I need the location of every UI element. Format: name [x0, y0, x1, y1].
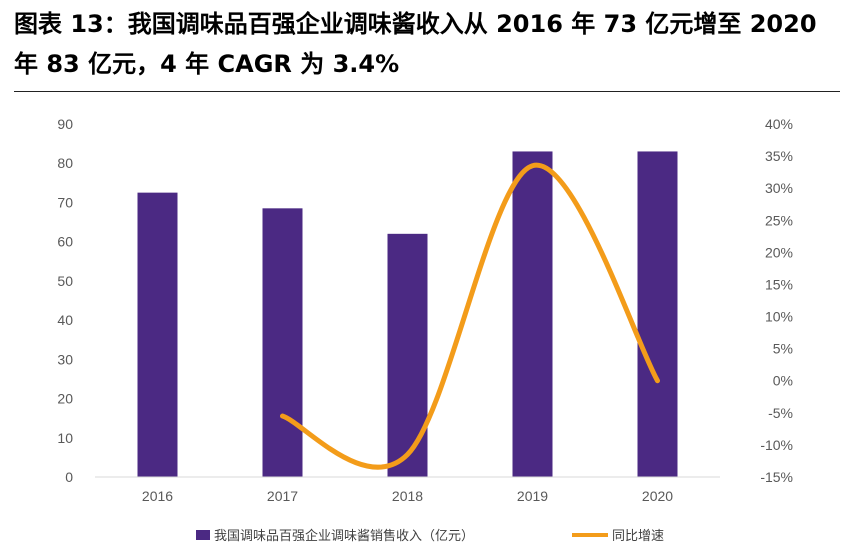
left-tick-label: 40: [57, 312, 73, 328]
growth-line: [280, 163, 660, 470]
left-tick-label: 0: [65, 469, 73, 485]
left-tick-label: 60: [57, 234, 73, 250]
x-tick-label: 2020: [642, 488, 673, 504]
left-tick-label: 90: [57, 116, 73, 132]
left-tick-label: 50: [57, 273, 73, 289]
left-tick-label: 30: [57, 351, 73, 367]
right-tick-label: 0%: [773, 373, 793, 389]
x-tick-label: 2017: [267, 488, 298, 504]
right-tick-label: 40%: [765, 116, 793, 132]
right-tick-label: -15%: [760, 469, 793, 485]
legend-line-label: 同比增速: [612, 529, 664, 544]
bar: [262, 208, 303, 478]
right-tick-label: -10%: [760, 437, 793, 453]
left-tick-label: 80: [57, 155, 73, 171]
right-tick-label: 5%: [773, 341, 793, 357]
bar: [137, 192, 178, 477]
bar: [512, 151, 553, 477]
x-axis-ticks: 2016 2017 2018 2019 2020: [142, 488, 673, 504]
bars: [137, 151, 678, 478]
legend: 我国调味品百强企业调味酱销售收入（亿元） 同比增速: [196, 528, 664, 544]
right-tick-label: 25%: [765, 212, 793, 228]
bar: [387, 233, 428, 477]
right-tick-label: 10%: [765, 309, 793, 325]
x-tick-label: 2018: [392, 488, 423, 504]
right-tick-label: -5%: [768, 405, 793, 421]
right-tick-label: 20%: [765, 244, 793, 260]
left-tick-label: 70: [57, 194, 73, 210]
left-axis-ticks: 0 10 20 30 40 50 60 70 80 90: [57, 116, 73, 485]
bar: [637, 151, 678, 477]
right-tick-label: 15%: [765, 276, 793, 292]
x-tick-label: 2019: [517, 488, 548, 504]
legend-bar-swatch: [196, 530, 210, 540]
left-tick-label: 10: [57, 430, 73, 446]
title-rule: [14, 91, 840, 92]
right-axis-ticks: -15% -10% -5% 0% 5% 10% 15% 20% 25% 30% 35% 40%: [760, 116, 793, 485]
right-tick-label: 35%: [765, 148, 793, 164]
right-tick-label: 30%: [765, 180, 793, 196]
legend-bar-label: 我国调味品百强企业调味酱销售收入（亿元）: [214, 528, 474, 544]
x-tick-label: 2016: [142, 488, 173, 504]
left-tick-label: 20: [57, 391, 73, 407]
figure-title: 图表 13：我国调味品百强企业调味酱收入从 2016 年 73 亿元增至 202…: [14, 10, 817, 78]
